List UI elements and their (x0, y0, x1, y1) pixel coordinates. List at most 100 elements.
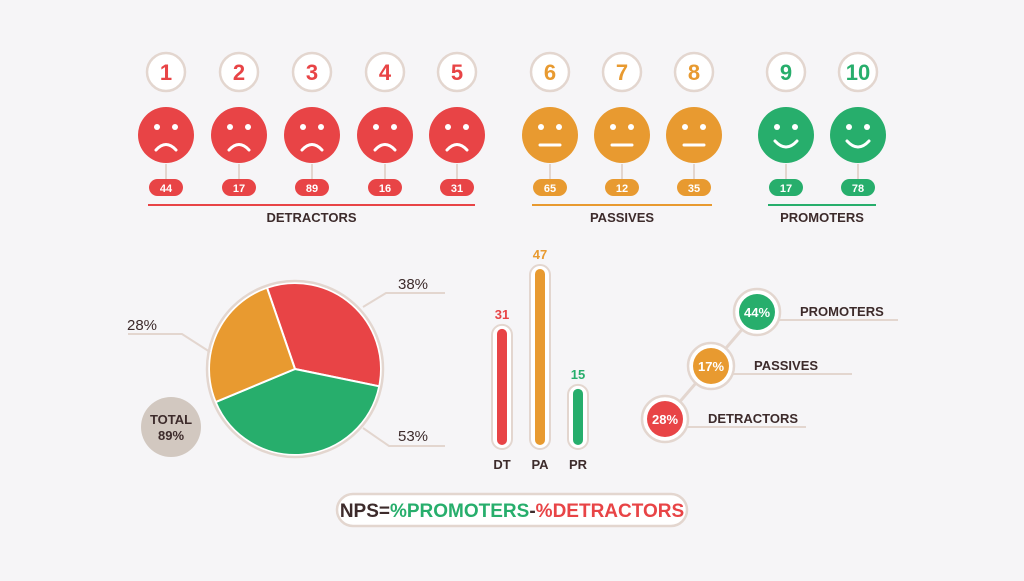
face-eye-icon (628, 124, 634, 130)
score-badge (765, 51, 807, 93)
total-value: 89% (158, 428, 184, 443)
score-number: 9 (780, 60, 792, 85)
bar-value-label: 15 (571, 367, 585, 382)
face-eye-icon (774, 124, 780, 130)
face-happy-icon (758, 107, 814, 163)
pie-slice (214, 368, 381, 456)
pie-outline (205, 279, 385, 459)
face-eye-icon (172, 124, 178, 130)
pie-slice-label: 28% (127, 317, 157, 334)
segment-bubble (739, 294, 775, 330)
face-eye-icon (373, 124, 379, 130)
score-badge (145, 51, 187, 93)
score-number: 7 (616, 60, 628, 85)
score-number: 8 (688, 60, 700, 85)
nps-formula: NPS=%PROMOTERS-%DETRACTORS (335, 492, 689, 528)
total-bubble (141, 397, 201, 457)
count-value: 89 (306, 183, 318, 195)
segment-label: DETRACTORS (708, 411, 798, 426)
segment-label: PASSIVES (754, 358, 818, 373)
face-eye-icon (792, 124, 798, 130)
face-sad-icon (429, 107, 485, 163)
face-mouth-icon (227, 143, 251, 152)
score-group-promoters: 9 17 10 78 PROMOTERS (758, 51, 886, 225)
pie-leader-line (362, 292, 445, 308)
bar-pr (573, 388, 583, 445)
pie-slice (208, 286, 296, 404)
bar-chart: 31 DT 47 PA 15 PR (491, 247, 589, 472)
count-value: 35 (688, 183, 700, 195)
bar-value-label: 47 (533, 247, 547, 262)
score-badge (218, 51, 260, 93)
score-number: 4 (379, 60, 392, 85)
face-mouth-icon (445, 143, 469, 152)
formula-pill (335, 492, 689, 528)
score-number: 3 (306, 60, 318, 85)
face-eye-icon (864, 124, 870, 130)
count-pill (605, 179, 639, 196)
face-eye-icon (445, 124, 451, 130)
formula-detractors: %DETRACTORS (536, 501, 685, 522)
segment-bubbles: 44% PROMOTERS 17% PASSIVES 28% DETRACTORS (640, 287, 898, 444)
face-mouth-icon (300, 143, 324, 152)
score-badge (436, 51, 478, 93)
bar-dt (497, 328, 507, 445)
count-value: 31 (451, 183, 463, 195)
pie-slice (266, 282, 382, 388)
face-eye-icon (700, 124, 706, 130)
group-label: PASSIVES (590, 210, 654, 225)
segment-value: 17% (698, 359, 724, 374)
face-eye-icon (538, 124, 544, 130)
face-neutral-icon (666, 107, 722, 163)
face-eye-icon (318, 124, 324, 130)
score-badge (673, 51, 715, 93)
count-value: 44 (160, 183, 173, 195)
score-number: 10 (846, 60, 870, 85)
face-mouth-icon (773, 139, 799, 149)
face-eye-icon (245, 124, 251, 130)
bar-category-label: PR (569, 457, 588, 472)
score-number: 6 (544, 60, 556, 85)
count-pill (368, 179, 402, 196)
face-sad-icon (284, 107, 340, 163)
score-number: 2 (233, 60, 245, 85)
count-value: 65 (544, 183, 556, 195)
count-pill (841, 179, 875, 196)
pie-slice-label: 38% (398, 276, 428, 293)
face-eye-icon (463, 124, 469, 130)
score-badge (529, 51, 571, 93)
score-number: 5 (451, 60, 463, 85)
face-eye-icon (682, 124, 688, 130)
segment-bubble (693, 348, 729, 384)
face-sad-icon (211, 107, 267, 163)
score-group-passives: 6 65 7 12 8 35 PASSIVES (522, 51, 722, 225)
face-mouth-icon (154, 143, 178, 152)
face-eye-icon (610, 124, 616, 130)
segment-value: 44% (744, 305, 770, 320)
pie-leader-line (362, 427, 445, 447)
count-pill (769, 179, 803, 196)
bar-category-label: PA (531, 457, 549, 472)
segment-label: PROMOTERS (800, 304, 884, 319)
formula-text: NPS=%PROMOTERS-%DETRACTORS (340, 501, 684, 522)
face-eye-icon (154, 124, 160, 130)
face-mouth-icon (845, 139, 871, 149)
face-mouth-icon (373, 143, 397, 152)
formula-promoters: %PROMOTERS (390, 501, 529, 522)
face-neutral-icon (522, 107, 578, 163)
face-eye-icon (846, 124, 852, 130)
face-eye-icon (556, 124, 562, 130)
bar-pa (535, 269, 545, 445)
bar-category-label: DT (493, 457, 510, 472)
score-badge (837, 51, 879, 93)
score-group-detractors: 1 44 2 17 3 89 4 16 5 31 DETRACTORS (138, 51, 485, 225)
face-eye-icon (300, 124, 306, 130)
count-pill (533, 179, 567, 196)
count-value: 17 (780, 183, 792, 195)
count-value: 17 (233, 183, 245, 195)
segment-bubble (647, 401, 683, 437)
bar-value-label: 31 (495, 307, 509, 322)
